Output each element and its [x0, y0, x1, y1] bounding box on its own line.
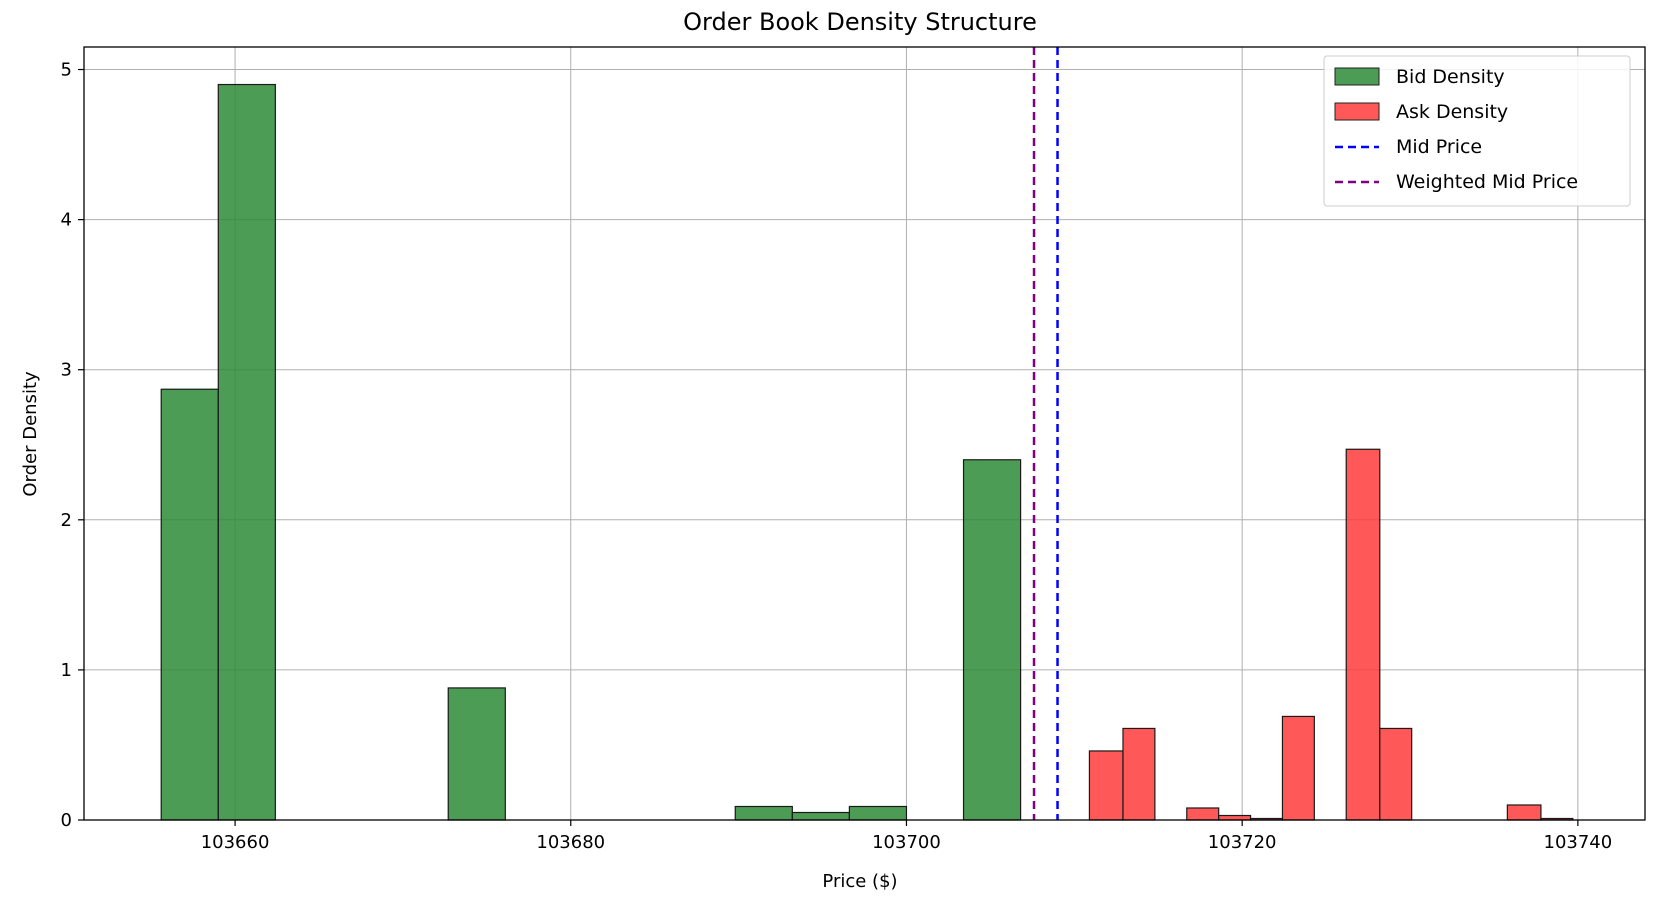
bid-density-bar	[447, 687, 506, 821]
legend-swatch-ask	[1334, 102, 1380, 121]
x-tick-label: 103680	[536, 832, 605, 853]
bid-density-bar	[962, 459, 1022, 821]
ask-density-bar	[1345, 448, 1381, 821]
y-tick-label: 0	[61, 810, 72, 831]
x-tick-label: 103720	[1208, 832, 1277, 853]
ask-density-bar	[1379, 727, 1413, 821]
legend-label-bid: Bid Density	[1396, 66, 1505, 88]
x-tick-label: 103660	[201, 832, 270, 853]
ask-density-bar	[1088, 750, 1124, 821]
legend: Bid Density Ask Density Mid Price Weight…	[1323, 55, 1631, 207]
y-tick-label: 1	[61, 660, 72, 681]
ask-density-bar	[1218, 814, 1252, 821]
bid-density-bar	[791, 811, 850, 821]
x-tick-label: 103740	[1544, 832, 1613, 853]
ask-density-bar	[1186, 807, 1220, 821]
y-tick-label: 4	[61, 210, 72, 231]
y-tick-label: 3	[61, 360, 72, 381]
bid-density-bar	[217, 83, 276, 821]
legend-label-ask: Ask Density	[1396, 101, 1508, 123]
y-axis-label: Order Density	[20, 371, 41, 497]
legend-label-mid-price: Mid Price	[1396, 136, 1482, 158]
ask-density-bar	[1506, 804, 1542, 821]
bid-density-bar	[848, 805, 908, 821]
reference-lines	[1032, 47, 1059, 820]
x-tick-label: 103700	[872, 832, 941, 853]
x-axis-label: Price ($)	[822, 871, 897, 892]
legend-box	[1323, 55, 1631, 207]
ask-density-bar	[1122, 727, 1156, 821]
bid-density-bar	[734, 805, 793, 821]
ask-density-bar	[1281, 715, 1315, 821]
bid-density-bar	[160, 388, 219, 821]
chart-title: Order Book Density Structure	[683, 8, 1037, 36]
axis-ticks: 103660 103680 103700 103720 103740 0 1 2 3 4 5	[61, 60, 1613, 853]
y-tick-label: 5	[61, 60, 72, 81]
plot-frame	[83, 46, 1646, 821]
legend-swatch-bid	[1334, 67, 1380, 86]
y-tick-label: 2	[61, 510, 72, 531]
legend-label-weighted-mid-price: Weighted Mid Price	[1396, 171, 1578, 193]
